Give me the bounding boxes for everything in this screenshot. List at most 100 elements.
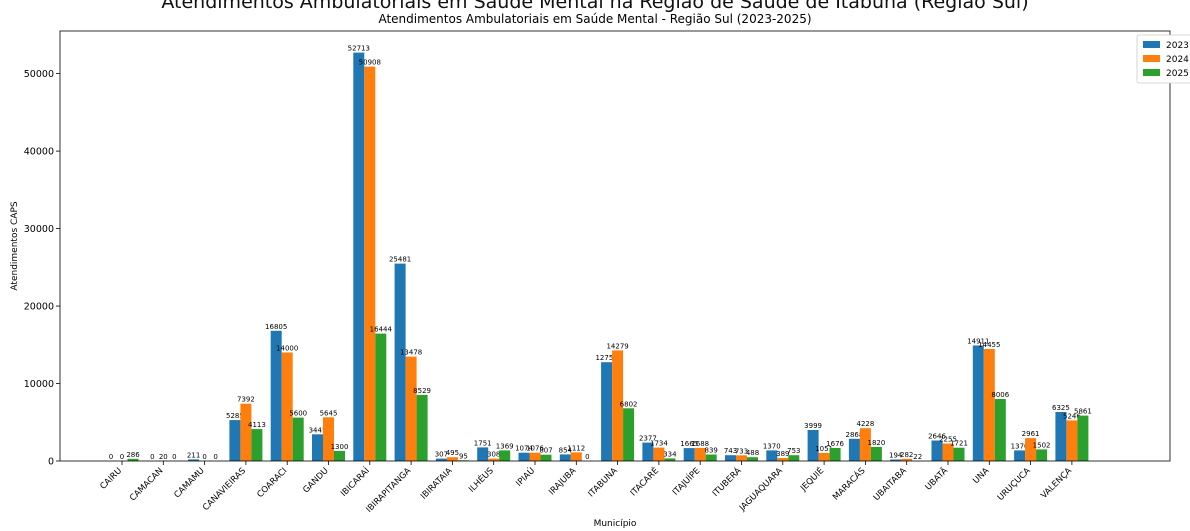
legend-label-2025: 2025 <box>1166 69 1189 79</box>
bar-2023-23 <box>1055 412 1067 461</box>
chart-title: Atendimentos Ambulatoriais em Saúde Ment… <box>378 12 812 26</box>
legend-label-2024: 2024 <box>1166 55 1189 65</box>
value-label-2024-5: 5645 <box>320 409 338 417</box>
bar-2023-20 <box>931 440 943 461</box>
value-label-2024-9: 308 <box>487 451 500 459</box>
value-label-2023-11: 854 <box>559 446 573 454</box>
value-label-2025-15: 488 <box>746 449 759 457</box>
value-label-2025-7: 8529 <box>413 387 431 395</box>
plot-frame <box>59 30 1171 462</box>
value-label-2024-22: 2961 <box>1022 430 1040 438</box>
bar-2024-13 <box>653 447 665 461</box>
x-tick-label-19: UBAITABA <box>872 466 909 503</box>
x-tick-label-11: IRAJUBA <box>547 466 578 497</box>
value-label-2024-2: 0 <box>202 453 206 461</box>
value-label-2025-11: 0 <box>585 453 589 461</box>
bar-2025-17 <box>829 448 841 461</box>
legend-swatch-2024 <box>1143 55 1160 62</box>
x-tick-label-13: ITACARÉ <box>627 465 661 499</box>
x-tick-label-14: ITAJUÍPE <box>669 465 702 498</box>
bar-2024-5 <box>323 417 334 461</box>
x-tick-label-21: UNA <box>971 466 991 486</box>
value-label-2024-10: 1076 <box>526 445 544 453</box>
value-label-2023-20: 2646 <box>928 433 946 441</box>
x-tick-label-18: MARACÁS <box>830 465 868 503</box>
x-tick-label-17: JEQUIÉ <box>797 465 826 494</box>
bar-2024-16 <box>777 458 789 461</box>
value-label-2025-2: 0 <box>213 453 217 461</box>
value-label-2023-8: 307 <box>435 451 448 459</box>
bar-2025-9 <box>499 450 511 461</box>
y-tick-label-20000: 20000 <box>24 302 54 313</box>
bar-2024-10 <box>529 452 541 461</box>
x-tick-label-3: CANAVIEIRAS <box>201 466 248 513</box>
y-tick-label-40000: 40000 <box>24 147 54 158</box>
x-tick-label-15: ITUBERÁ <box>709 465 743 499</box>
bar-2024-18 <box>859 428 871 461</box>
bar-2023-16 <box>766 450 778 461</box>
bar-2024-11 <box>570 452 582 461</box>
bar-2023-10 <box>518 452 530 461</box>
value-label-2025-17: 1676 <box>826 440 844 448</box>
x-tick-label-8: IBIRATAIA <box>419 466 455 502</box>
bar-2023-11 <box>559 454 571 461</box>
bar-2025-15 <box>747 457 758 461</box>
x-tick-label-6: IBICARAÍ <box>338 464 373 499</box>
value-label-2025-4: 5600 <box>289 410 307 418</box>
bar-2024-7 <box>405 356 417 461</box>
value-label-2024-18: 4228 <box>856 420 874 428</box>
legend-swatch-2023 <box>1143 41 1160 48</box>
value-label-2025-18: 1820 <box>867 439 885 447</box>
bar-2025-16 <box>788 455 800 461</box>
bar-2025-7 <box>416 394 428 461</box>
bar-2024-17 <box>818 452 830 461</box>
bar-2023-5 <box>312 434 323 461</box>
bar-2024-15 <box>736 455 747 461</box>
value-label-2024-20: 2255 <box>939 436 957 444</box>
y-tick-label-30000: 30000 <box>24 224 54 235</box>
value-label-2024-14: 1688 <box>691 440 709 448</box>
value-label-2024-11: 1112 <box>567 444 585 452</box>
value-label-2024-21: 14455 <box>978 341 1000 349</box>
value-label-2025-22: 1502 <box>1033 441 1051 449</box>
x-tick-label-5: GANDU <box>301 466 330 495</box>
bar-2023-19 <box>890 459 902 461</box>
value-label-2023-19: 194 <box>889 452 903 460</box>
bar-2023-15 <box>725 455 736 461</box>
value-label-2023-4: 16805 <box>265 323 287 331</box>
bar-2023-18 <box>848 438 860 461</box>
bar-2024-12 <box>612 350 624 461</box>
value-label-2023-12: 12751 <box>595 354 617 362</box>
value-label-2023-2: 211 <box>187 451 200 459</box>
bar-2024-6 <box>364 66 376 461</box>
bar-2025-22 <box>1036 449 1048 461</box>
bar-2024-19 <box>901 458 913 461</box>
bar-2025-10 <box>540 454 552 461</box>
x-tick-label-12: ITABUNA <box>586 466 619 499</box>
value-label-2023-17: 3999 <box>804 422 822 430</box>
bar-2025-20 <box>953 447 965 461</box>
bar-2023-7 <box>394 263 406 461</box>
bar-2023-12 <box>601 362 613 461</box>
y-axis-label: Atendimentos CAPS <box>10 201 20 290</box>
x-tick-label-1: CAMACAN <box>128 466 165 503</box>
value-label-2025-16: 753 <box>787 447 800 455</box>
x-tick-label-7: IBIRAPITANGA <box>364 466 413 515</box>
x-tick-label-10: IPIAÚ <box>513 465 537 489</box>
bar-2023-21 <box>972 345 984 461</box>
value-label-2024-12: 14279 <box>606 342 628 350</box>
bar-2023-6 <box>353 52 365 461</box>
x-tick-label-2: CAMAMU <box>172 466 206 500</box>
y-tick-label-50000: 50000 <box>24 69 54 80</box>
value-label-2023-23: 6325 <box>1052 404 1070 412</box>
bar-2025-12 <box>623 408 635 461</box>
value-label-2025-8: 95 <box>459 452 468 460</box>
value-label-2023-22: 1370 <box>1011 442 1029 450</box>
value-label-2025-0: 286 <box>126 451 140 459</box>
value-label-2025-20: 1721 <box>950 440 968 448</box>
bar-2024-9 <box>488 458 500 461</box>
bar-2024-22 <box>1025 438 1037 461</box>
bar-2024-4 <box>281 352 293 461</box>
value-label-2024-15: 733 <box>735 447 748 455</box>
